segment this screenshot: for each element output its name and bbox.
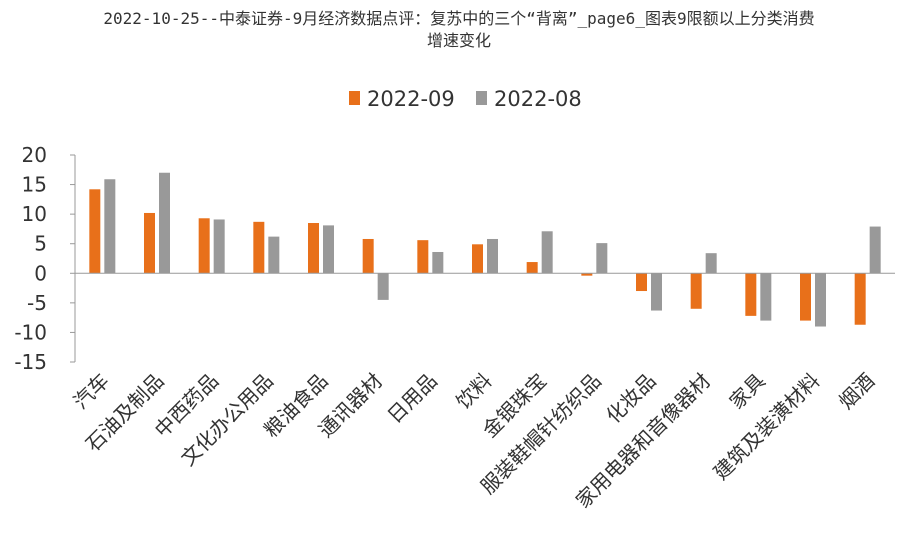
bar-2022-09-汽车 (89, 189, 101, 274)
y-tick-label: -15 (14, 350, 47, 374)
bar-2022-09-建筑及装潢材料 (800, 273, 811, 321)
legend-label-2022-08: 2022-08 (494, 87, 582, 111)
legend-label-2022-09: 2022-09 (367, 87, 455, 111)
bar-2022-08-粮油食品 (323, 225, 334, 274)
chart-title-line-1: 2022-10-25--中泰证券-9月经济数据点评：复苏中的三个“背离”_pag… (103, 9, 815, 28)
bar-2022-08-日用品 (432, 251, 444, 274)
bar-2022-09-化妆品 (636, 273, 647, 292)
x-tick-label: 烟酒 (834, 369, 879, 414)
bar-2022-09-粮油食品 (308, 223, 319, 274)
y-tick-label: 20 (22, 143, 47, 167)
bar-2022-09-日用品 (417, 240, 429, 274)
y-tick-label: -5 (27, 291, 47, 315)
bar-2022-08-家具 (760, 273, 772, 321)
bar-2022-08-饮料 (487, 238, 498, 274)
x-tick-label: 汽车 (69, 369, 114, 414)
bar-2022-09-服装鞋帽针纺织品 (581, 273, 593, 276)
bar-2022-08-金银珠宝 (541, 231, 553, 274)
bar-2022-08-服装鞋帽针纺织品 (596, 243, 608, 274)
y-tick-label: -10 (14, 320, 47, 344)
bar-2022-08-汽车 (104, 179, 116, 274)
chart-title: 2022-10-25--中泰证券-9月经济数据点评：复苏中的三个“背离”_pag… (0, 8, 918, 52)
y-tick-label: 5 (34, 232, 47, 256)
bar-2022-09-石油及制品 (144, 212, 155, 274)
bar-2022-09-家用电器和音像器材 (690, 273, 702, 309)
bar-2022-09-饮料 (472, 244, 483, 274)
x-tick-label: 饮料 (451, 369, 496, 414)
bar-2022-08-石油及制品 (159, 172, 170, 274)
bar-2022-09-家具 (745, 273, 757, 316)
y-tick-label: 0 (34, 261, 47, 285)
x-tick-label: 家具 (725, 369, 770, 414)
bar-2022-09-中西药品 (198, 218, 210, 274)
y-tick-label: 15 (22, 173, 47, 197)
bar-2022-08-通讯器材 (377, 273, 389, 300)
legend: 2022-09 2022-08 (349, 87, 582, 111)
y-tick-label: 10 (22, 202, 47, 226)
bar-2022-08-建筑及装潢材料 (815, 273, 826, 327)
bar-2022-08-文化办公用品 (268, 236, 280, 274)
bar-2022-08-化妆品 (651, 273, 662, 311)
bars (89, 172, 881, 327)
x-tick-label: 日用品 (382, 369, 441, 428)
bar-2022-08-中西药品 (213, 219, 225, 274)
bar-2022-09-烟酒 (854, 273, 866, 325)
bar-2022-08-烟酒 (869, 226, 881, 274)
legend-swatch-2022-08 (476, 91, 487, 105)
chart-title-line-2: 增速变化 (426, 31, 491, 50)
bar-2022-09-金银珠宝 (526, 262, 538, 274)
legend-swatch-2022-09 (349, 91, 360, 105)
bar-2022-08-家用电器和音像器材 (705, 253, 717, 274)
y-axis: 20 15 10 5 0 -5 -10 -15 (14, 143, 76, 374)
bar-2022-09-文化办公用品 (253, 221, 265, 274)
bar-2022-09-通讯器材 (362, 238, 374, 274)
